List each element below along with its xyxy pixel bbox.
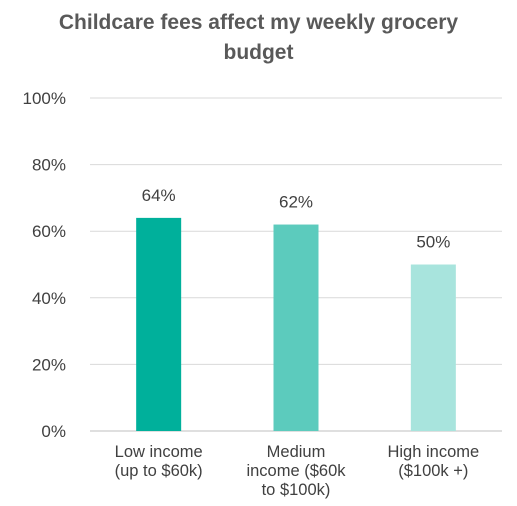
bar-0 bbox=[136, 217, 182, 431]
data-label-1: 62% bbox=[279, 193, 313, 212]
category-label-0: Low income (up to $60k) bbox=[115, 443, 203, 480]
category-label-line: Medium bbox=[267, 443, 326, 461]
category-label-line: Low income bbox=[115, 443, 203, 461]
chart-title: Childcare fees affect my weekly grocery … bbox=[0, 8, 517, 68]
y-tick-label: 60% bbox=[32, 222, 66, 241]
chart-title-line-1: Childcare fees affect my weekly grocery bbox=[58, 11, 459, 34]
y-tick-label: 0% bbox=[41, 422, 66, 441]
y-tick-label: 100% bbox=[23, 89, 66, 108]
y-axis-tick-labels: 0% 20% 40% 60% 80% 100% bbox=[23, 89, 66, 441]
bar-2 bbox=[410, 264, 456, 431]
y-tick-label: 40% bbox=[32, 289, 66, 308]
y-tick-label: 80% bbox=[32, 156, 66, 175]
category-label-2: High income ($100k +) bbox=[387, 443, 479, 480]
chart-title-line-2: budget bbox=[223, 41, 294, 64]
x-axis-category-labels: Low income (up to $60k) Medium income ($60k… bbox=[115, 443, 480, 499]
bar-1 bbox=[273, 224, 319, 431]
data-label-2: 50% bbox=[416, 233, 450, 252]
category-label-line: (up to $60k) bbox=[115, 462, 203, 480]
y-tick-label: 20% bbox=[32, 355, 66, 374]
category-label-line: income ($60k bbox=[246, 462, 346, 480]
category-label-line: to $100k) bbox=[262, 481, 331, 499]
category-label-1: Medium income ($60k to $100k) bbox=[246, 443, 346, 499]
data-labels: 64% 62% 50% bbox=[142, 186, 451, 252]
data-label-0: 64% bbox=[142, 186, 176, 205]
bars bbox=[136, 217, 456, 431]
category-label-line: ($100k +) bbox=[398, 462, 468, 480]
category-label-line: High income bbox=[387, 443, 479, 461]
